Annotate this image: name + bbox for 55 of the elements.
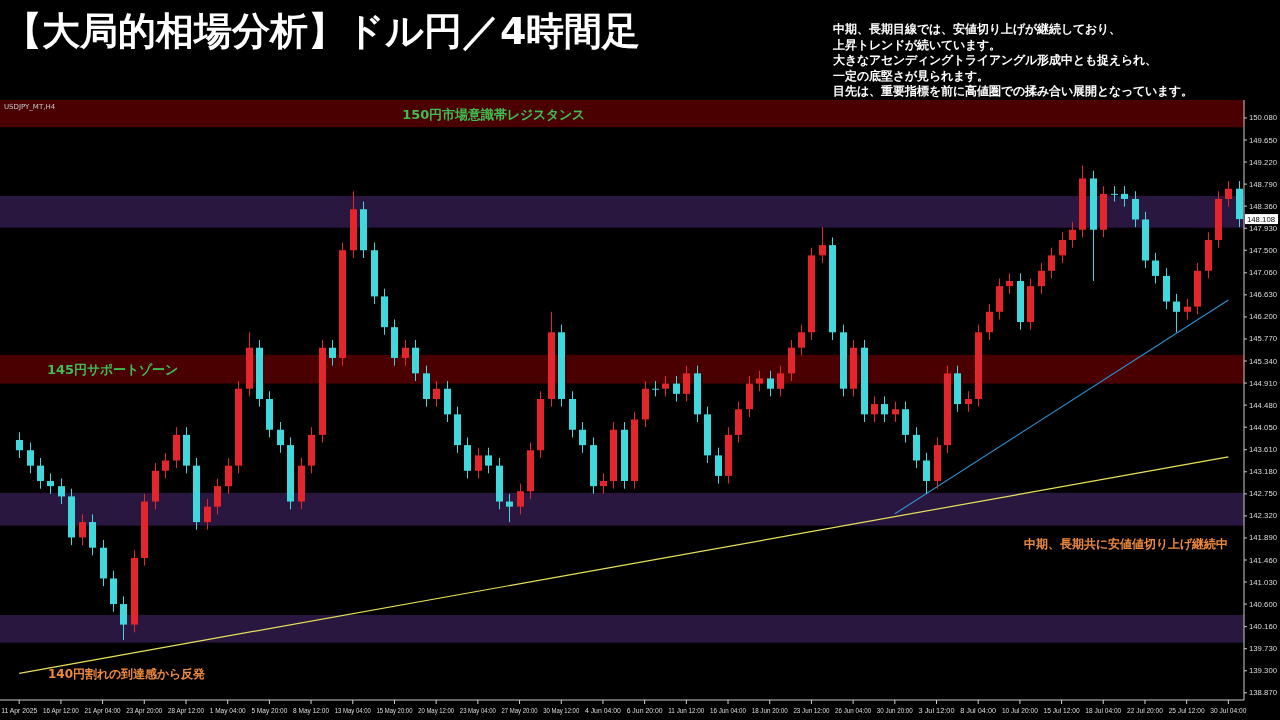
candlestick: [767, 370, 774, 397]
candlestick: [37, 457, 44, 490]
candlestick: [1152, 252, 1159, 285]
candlestick: [1006, 272, 1013, 295]
candlestick: [120, 595, 127, 641]
band-label: 145円サポートゾーン: [47, 362, 179, 378]
candlestick: [1069, 221, 1076, 249]
candlestick: [277, 421, 284, 454]
candlestick: [756, 370, 763, 392]
candlestick: [965, 390, 972, 413]
candlestick: [47, 472, 54, 495]
candlestick: [1132, 190, 1139, 228]
candlestick: [16, 431, 23, 459]
candlestick: [819, 226, 826, 264]
candlestick: [1225, 180, 1232, 208]
candlestick: [798, 324, 805, 356]
candlestick: [162, 452, 169, 479]
candlestick: [475, 447, 482, 479]
candlestick: [79, 513, 86, 546]
candlestick: [27, 442, 34, 474]
candlestick: [923, 452, 930, 495]
candlestick: [517, 483, 524, 515]
band-label: 150円市場意識帯レジスタンス: [402, 106, 586, 122]
annotation: 140円割れの到達感から反発: [48, 667, 206, 681]
candlestick: [715, 447, 722, 485]
candlestick: [506, 493, 513, 523]
candlestick: [1184, 298, 1191, 320]
annotation: 中期、長期共に安値値切り上げ継続中: [1024, 537, 1228, 551]
chart-title: 【大局的相場分析】ドル円／4時間足: [4, 9, 641, 53]
candlestick: [1121, 185, 1128, 208]
candlestick: [777, 365, 784, 397]
candlestick: [871, 395, 878, 423]
candlestick: [662, 375, 669, 397]
candlestick: [485, 447, 492, 474]
candlestick: [986, 303, 993, 341]
candlestick: [892, 401, 899, 423]
candlestick: [204, 498, 211, 531]
candlestick: [652, 380, 659, 397]
candlestick: [600, 472, 607, 495]
candlestick: [214, 477, 221, 515]
candlestick: [329, 339, 336, 367]
candlestick: [579, 421, 586, 454]
candlestick: [1038, 262, 1045, 295]
candlestick: [402, 339, 409, 367]
candlestick: [58, 477, 65, 505]
candlestick: [433, 380, 440, 408]
candlestick: [683, 365, 690, 403]
chart-subtitle: 中期、長期目線では、安値切り上げが継続しており、上昇トレンドが続いています。大きなアセンディングトライアングル形成中とも捉えられ、一定の底堅さが見られます。目先は、重要指標を前に高値圏での揉み合い展開となっています。: [832, 22, 1193, 98]
candlestick: [225, 457, 232, 495]
candlestick: [1059, 231, 1066, 264]
candlestick: [1048, 247, 1055, 279]
candlestick: [1111, 185, 1118, 203]
candlestick: [673, 375, 680, 403]
candlestick: [1173, 293, 1180, 333]
candlestick: [881, 395, 888, 423]
